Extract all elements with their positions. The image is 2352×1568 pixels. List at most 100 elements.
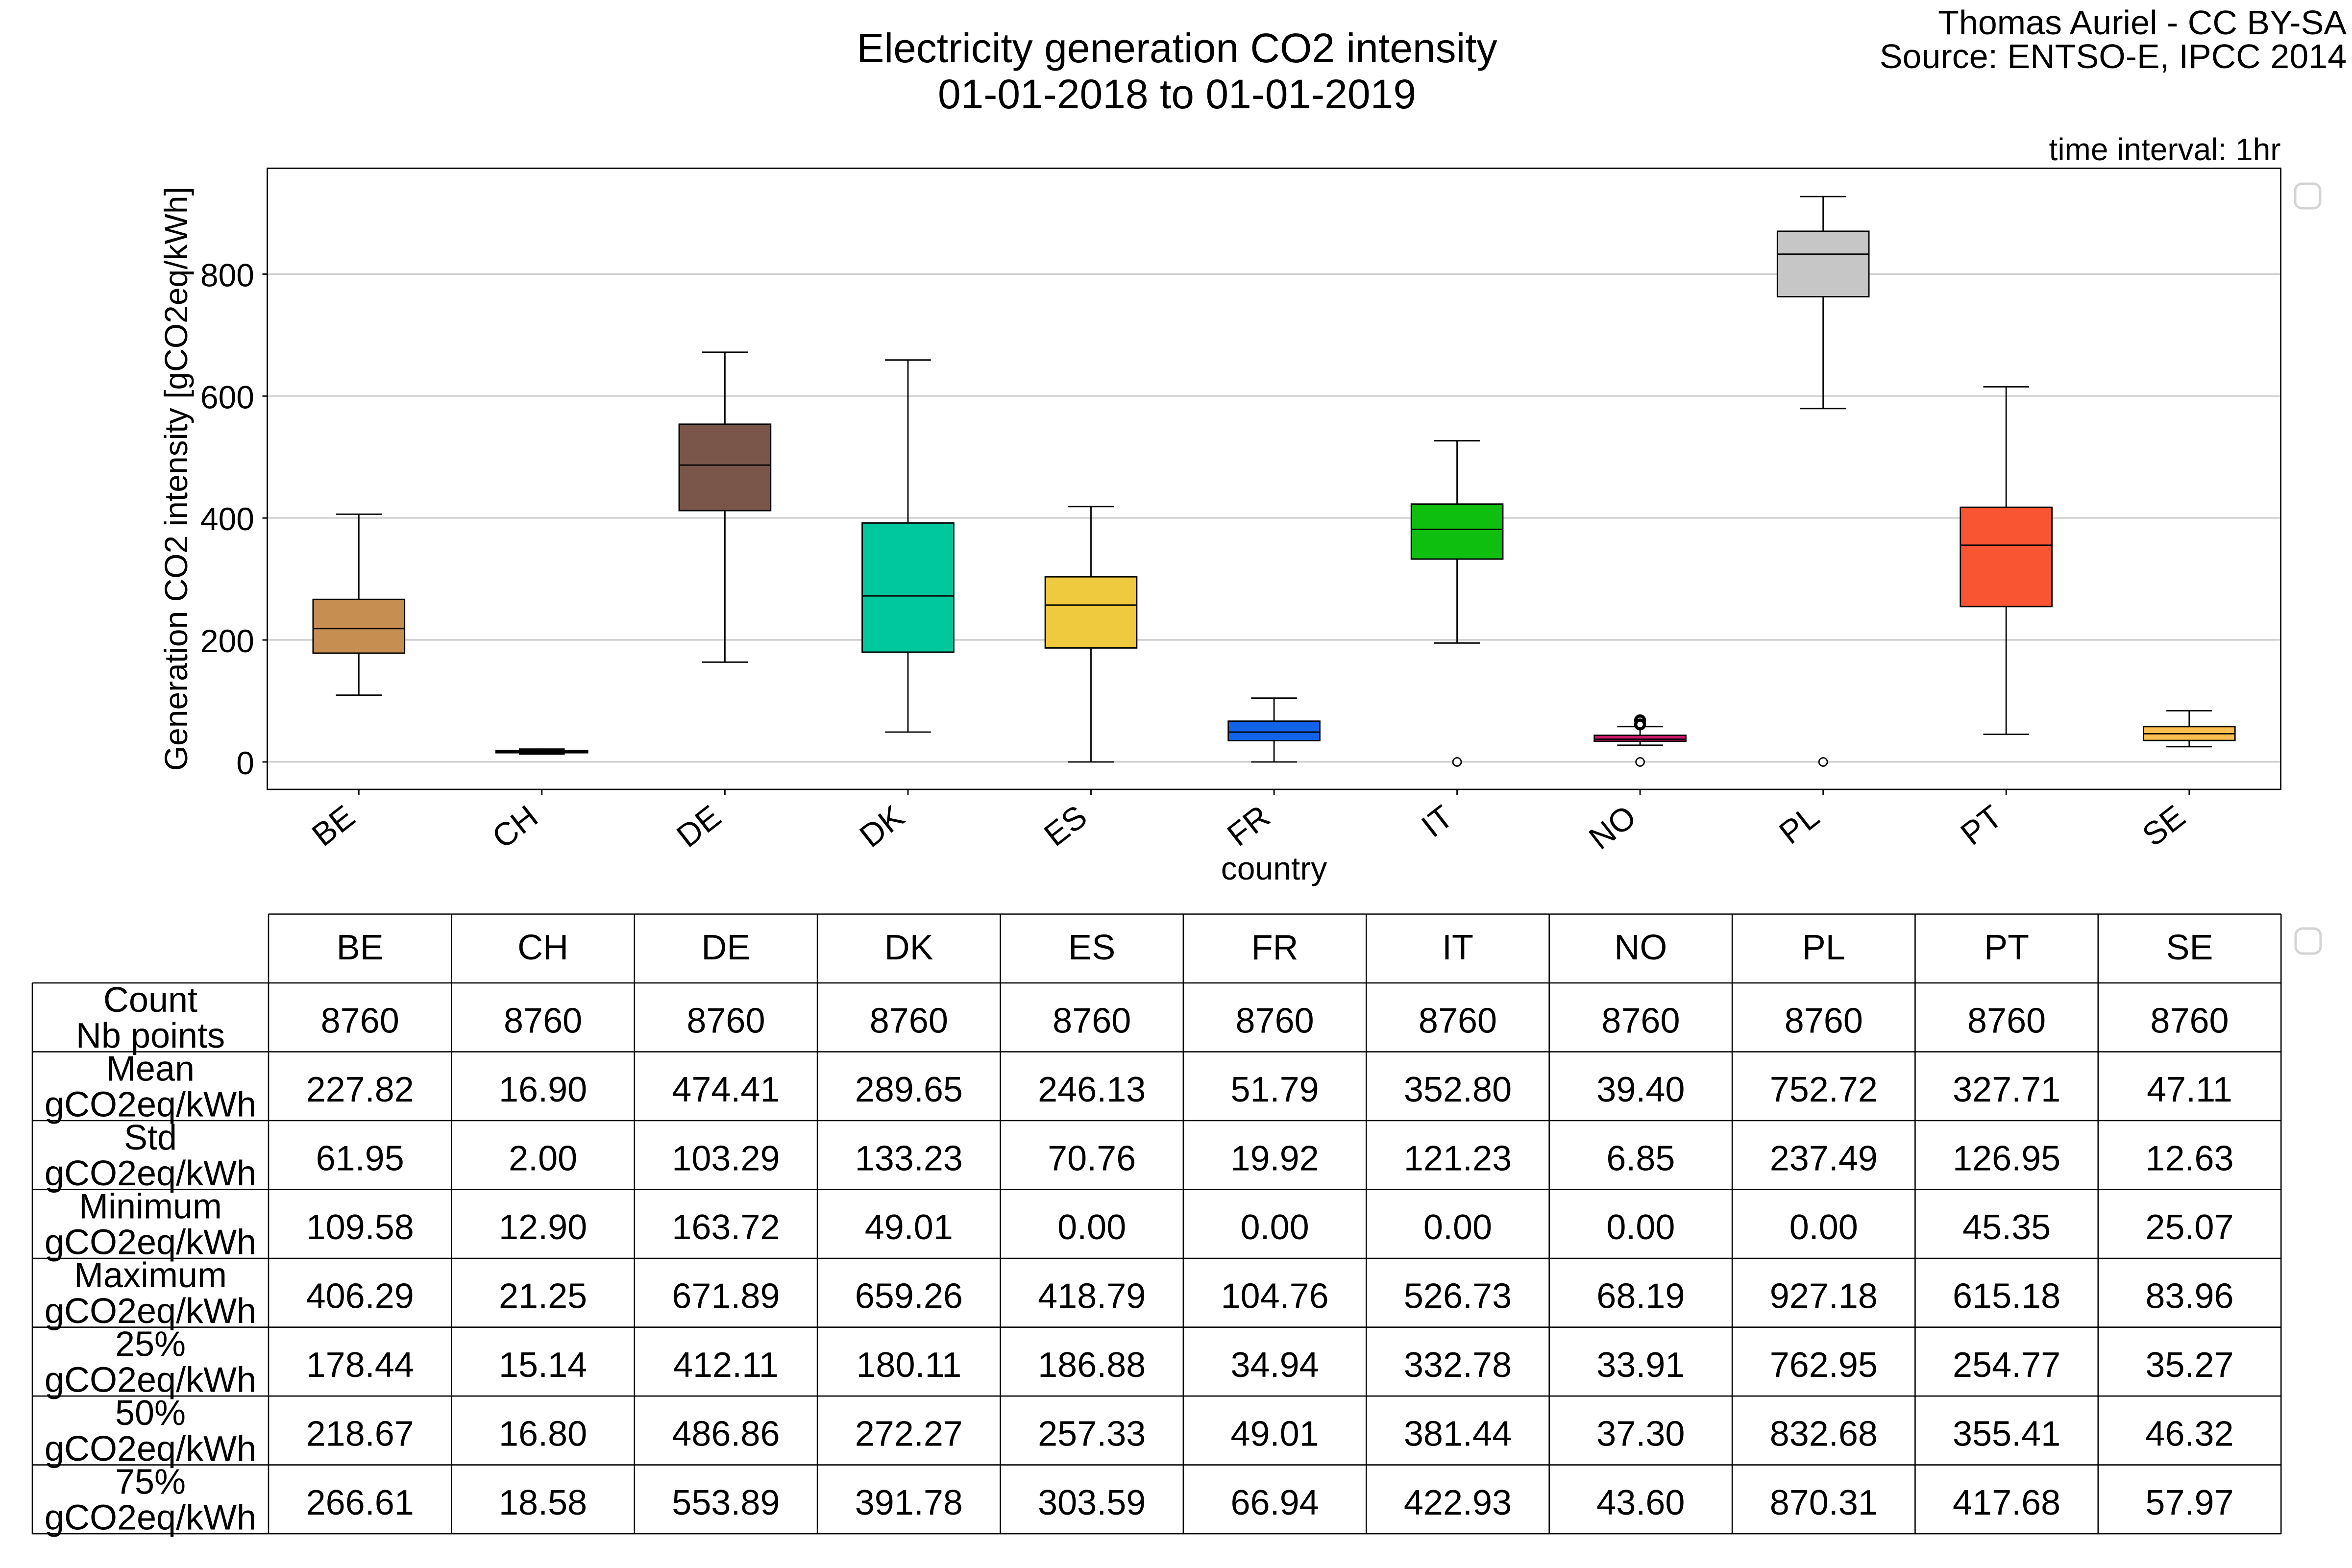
svg-text:486.86: 486.86 — [672, 1415, 780, 1454]
svg-text:391.78: 391.78 — [855, 1483, 963, 1522]
svg-text:16.80: 16.80 — [499, 1415, 587, 1454]
svg-text:NO: NO — [1614, 928, 1667, 967]
svg-text:Minimum: Minimum — [79, 1187, 222, 1226]
svg-text:474.41: 474.41 — [672, 1070, 780, 1109]
svg-text:25%: 25% — [115, 1325, 186, 1364]
svg-text:8760: 8760 — [2150, 1002, 2229, 1041]
svg-text:752.72: 752.72 — [1770, 1070, 1878, 1109]
svg-text:Count: Count — [103, 980, 197, 1020]
svg-text:417.68: 417.68 — [1953, 1483, 2060, 1522]
svg-text:659.26: 659.26 — [855, 1277, 963, 1316]
svg-text:PT: PT — [1984, 928, 2029, 967]
svg-text:51.79: 51.79 — [1231, 1070, 1319, 1109]
svg-text:66.94: 66.94 — [1231, 1483, 1319, 1522]
svg-text:400: 400 — [200, 501, 254, 537]
svg-text:418.79: 418.79 — [1038, 1277, 1146, 1316]
svg-text:870.31: 870.31 — [1770, 1483, 1878, 1522]
svg-text:35.27: 35.27 — [2145, 1346, 2233, 1385]
svg-text:15.14: 15.14 — [499, 1346, 587, 1385]
svg-text:ES: ES — [1068, 928, 1115, 967]
svg-text:553.89: 553.89 — [672, 1483, 780, 1522]
svg-text:109.58: 109.58 — [306, 1208, 414, 1247]
svg-text:355.41: 355.41 — [1953, 1415, 2060, 1454]
svg-text:104.76: 104.76 — [1221, 1277, 1328, 1316]
svg-text:8760: 8760 — [1967, 1002, 2046, 1041]
svg-text:0.00: 0.00 — [1057, 1208, 1126, 1247]
svg-text:832.68: 832.68 — [1770, 1415, 1878, 1454]
svg-text:0.00: 0.00 — [1241, 1208, 1309, 1247]
svg-text:83.96: 83.96 — [2145, 1277, 2233, 1316]
svg-text:75%: 75% — [115, 1463, 186, 1502]
svg-text:DE: DE — [701, 928, 750, 967]
svg-text:615.18: 615.18 — [1953, 1277, 2060, 1316]
svg-text:49.01: 49.01 — [865, 1208, 953, 1247]
svg-text:12.63: 12.63 — [2145, 1139, 2233, 1178]
svg-text:927.18: 927.18 — [1770, 1277, 1878, 1316]
svg-text:237.49: 237.49 — [1770, 1139, 1878, 1178]
svg-text:327.71: 327.71 — [1953, 1070, 2060, 1109]
svg-text:Mean: Mean — [106, 1050, 195, 1089]
svg-text:8760: 8760 — [1785, 1002, 1863, 1041]
svg-text:0.00: 0.00 — [1423, 1208, 1492, 1247]
svg-text:133.23: 133.23 — [855, 1139, 963, 1178]
svg-text:Source: ENTSO-E, IPCC 2014: Source: ENTSO-E, IPCC 2014 — [1880, 37, 2347, 75]
svg-text:422.93: 422.93 — [1404, 1483, 1512, 1522]
svg-text:8760: 8760 — [1419, 1002, 1497, 1041]
svg-text:8760: 8760 — [870, 1002, 948, 1041]
svg-text:34.94: 34.94 — [1231, 1346, 1319, 1385]
svg-text:332.78: 332.78 — [1404, 1346, 1512, 1385]
svg-text:526.73: 526.73 — [1404, 1277, 1512, 1316]
svg-text:186.88: 186.88 — [1038, 1346, 1146, 1385]
svg-text:2.00: 2.00 — [509, 1139, 577, 1178]
svg-text:SE: SE — [2166, 928, 2213, 967]
svg-text:103.29: 103.29 — [672, 1139, 780, 1178]
svg-text:381.44: 381.44 — [1404, 1415, 1512, 1454]
svg-text:57.97: 57.97 — [2145, 1483, 2233, 1522]
svg-text:PL: PL — [1802, 928, 1845, 967]
svg-text:406.29: 406.29 — [306, 1277, 414, 1316]
svg-text:gCO2eq/kWh: gCO2eq/kWh — [45, 1085, 256, 1125]
svg-text:257.33: 257.33 — [1038, 1415, 1146, 1454]
svg-text:163.72: 163.72 — [672, 1208, 780, 1247]
svg-text:8760: 8760 — [504, 1002, 582, 1041]
svg-text:Thomas Auriel - CC BY-SA: Thomas Auriel - CC BY-SA — [1938, 3, 2347, 42]
svg-text:246.13: 246.13 — [1038, 1070, 1146, 1109]
svg-text:39.40: 39.40 — [1596, 1070, 1685, 1109]
svg-text:37.30: 37.30 — [1596, 1415, 1685, 1454]
svg-text:0: 0 — [236, 745, 254, 781]
svg-text:CH: CH — [517, 928, 568, 967]
svg-text:Nb points: Nb points — [76, 1016, 225, 1055]
svg-text:8760: 8760 — [1236, 1002, 1314, 1041]
svg-text:49.01: 49.01 — [1231, 1415, 1319, 1454]
svg-text:6.85: 6.85 — [1606, 1139, 1675, 1178]
svg-text:47.11: 47.11 — [2147, 1070, 2232, 1109]
svg-text:8760: 8760 — [1053, 1002, 1131, 1041]
svg-text:time interval: 1hr: time interval: 1hr — [2049, 132, 2281, 167]
svg-text:IT: IT — [1442, 928, 1473, 967]
svg-text:352.80: 352.80 — [1404, 1070, 1512, 1109]
svg-text:01-01-2018 to 01-01-2019: 01-01-2018 to 01-01-2019 — [938, 71, 1416, 117]
svg-text:671.89: 671.89 — [672, 1277, 780, 1316]
svg-text:gCO2eq/kWh: gCO2eq/kWh — [45, 1361, 256, 1400]
svg-text:33.91: 33.91 — [1596, 1346, 1685, 1385]
svg-text:180.11: 180.11 — [856, 1346, 961, 1385]
svg-text:FR: FR — [1251, 928, 1298, 967]
svg-text:45.35: 45.35 — [1962, 1208, 2051, 1247]
svg-text:254.77: 254.77 — [1953, 1346, 2060, 1385]
svg-text:266.61: 266.61 — [306, 1483, 414, 1522]
svg-text:272.27: 272.27 — [855, 1415, 963, 1454]
svg-text:8760: 8760 — [1601, 1002, 1680, 1041]
svg-text:12.90: 12.90 — [499, 1208, 587, 1247]
svg-text:178.44: 178.44 — [306, 1346, 414, 1385]
svg-text:gCO2eq/kWh: gCO2eq/kWh — [45, 1292, 256, 1331]
svg-text:19.92: 19.92 — [1231, 1139, 1319, 1178]
svg-text:8760: 8760 — [686, 1002, 765, 1041]
svg-text:gCO2eq/kWh: gCO2eq/kWh — [45, 1429, 256, 1469]
svg-text:BE: BE — [337, 928, 384, 967]
svg-text:800: 800 — [200, 257, 254, 293]
svg-text:200: 200 — [200, 623, 254, 659]
svg-text:70.76: 70.76 — [1048, 1139, 1136, 1178]
svg-text:21.25: 21.25 — [499, 1277, 587, 1316]
svg-text:762.95: 762.95 — [1770, 1346, 1878, 1385]
svg-text:8760: 8760 — [321, 1002, 399, 1041]
